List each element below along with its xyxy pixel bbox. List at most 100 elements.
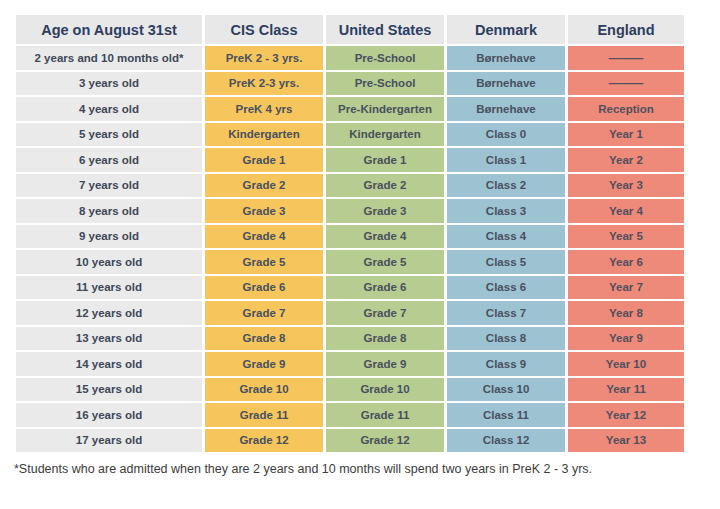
denmark-cell: Class 12 xyxy=(447,429,565,453)
england-cell: Year 4 xyxy=(568,199,684,223)
age-cell: 11 years old xyxy=(16,276,202,300)
column-header-united-states: United States xyxy=(326,15,444,44)
column-header-england: England xyxy=(568,15,684,44)
page: Age on August 31st CIS Class United Stat… xyxy=(0,0,720,509)
us-cell: Grade 12 xyxy=(326,429,444,453)
england-cell: ——— xyxy=(568,72,684,96)
denmark-cell: Class 10 xyxy=(447,378,565,402)
cis-cell: Grade 5 xyxy=(205,250,323,274)
table-row: 4 years old PreK 4 yrs Pre-Kindergarten … xyxy=(16,97,684,121)
cis-cell: Grade 10 xyxy=(205,378,323,402)
table-row: 3 years old PreK 2-3 yrs. Pre-School Bør… xyxy=(16,72,684,96)
table-row: 16 years old Grade 11 Grade 11 Class 11 … xyxy=(16,403,684,427)
table-row: 2 years and 10 months old* PreK 2 - 3 yr… xyxy=(16,46,684,70)
age-cell: 8 years old xyxy=(16,199,202,223)
denmark-cell: Class 1 xyxy=(447,148,565,172)
denmark-cell: Class 4 xyxy=(447,225,565,249)
england-cell: Year 1 xyxy=(568,123,684,147)
cis-cell: Grade 6 xyxy=(205,276,323,300)
england-cell: Year 2 xyxy=(568,148,684,172)
table-row: 12 years old Grade 7 Grade 7 Class 7 Yea… xyxy=(16,301,684,325)
us-cell: Pre-Kindergarten xyxy=(326,97,444,121)
england-cell: Year 6 xyxy=(568,250,684,274)
denmark-cell: Class 2 xyxy=(447,174,565,198)
table-row: 9 years old Grade 4 Grade 4 Class 4 Year… xyxy=(16,225,684,249)
column-header-age: Age on August 31st xyxy=(16,15,202,44)
age-cell: 3 years old xyxy=(16,72,202,96)
table-row: 10 years old Grade 5 Grade 5 Class 5 Yea… xyxy=(16,250,684,274)
column-header-denmark: Denmark xyxy=(447,15,565,44)
us-cell: Grade 10 xyxy=(326,378,444,402)
england-cell: Year 9 xyxy=(568,327,684,351)
table-row: 13 years old Grade 8 Grade 8 Class 8 Yea… xyxy=(16,327,684,351)
age-cell: 14 years old xyxy=(16,352,202,376)
us-cell: Grade 2 xyxy=(326,174,444,198)
denmark-cell: Class 8 xyxy=(447,327,565,351)
age-cell: 9 years old xyxy=(16,225,202,249)
england-cell: Year 13 xyxy=(568,429,684,453)
england-cell: Year 7 xyxy=(568,276,684,300)
england-cell: Year 5 xyxy=(568,225,684,249)
denmark-cell: Class 9 xyxy=(447,352,565,376)
cis-cell: Grade 9 xyxy=(205,352,323,376)
england-cell: Year 10 xyxy=(568,352,684,376)
age-cell: 16 years old xyxy=(16,403,202,427)
cis-cell: PreK 2 - 3 yrs. xyxy=(205,46,323,70)
age-cell: 10 years old xyxy=(16,250,202,274)
cis-cell: Grade 2 xyxy=(205,174,323,198)
cis-cell: Grade 11 xyxy=(205,403,323,427)
table-row: 11 years old Grade 6 Grade 6 Class 6 Yea… xyxy=(16,276,684,300)
us-cell: Grade 4 xyxy=(326,225,444,249)
england-cell: Year 11 xyxy=(568,378,684,402)
table-row: 7 years old Grade 2 Grade 2 Class 2 Year… xyxy=(16,174,684,198)
us-cell: Grade 11 xyxy=(326,403,444,427)
us-cell: Grade 7 xyxy=(326,301,444,325)
cis-cell: Grade 12 xyxy=(205,429,323,453)
cis-cell: PreK 2-3 yrs. xyxy=(205,72,323,96)
age-cell: 4 years old xyxy=(16,97,202,121)
us-cell: Grade 6 xyxy=(326,276,444,300)
denmark-cell: Class 0 xyxy=(447,123,565,147)
us-cell: Grade 8 xyxy=(326,327,444,351)
us-cell: Kindergarten xyxy=(326,123,444,147)
cis-cell: Kindergarten xyxy=(205,123,323,147)
denmark-cell: Class 7 xyxy=(447,301,565,325)
cis-cell: Grade 4 xyxy=(205,225,323,249)
age-cell: 13 years old xyxy=(16,327,202,351)
us-cell: Grade 3 xyxy=(326,199,444,223)
age-cell: 5 years old xyxy=(16,123,202,147)
age-cell: 15 years old xyxy=(16,378,202,402)
us-cell: Grade 5 xyxy=(326,250,444,274)
grade-comparison-table: Age on August 31st CIS Class United Stat… xyxy=(13,13,687,454)
column-header-cis: CIS Class xyxy=(205,15,323,44)
england-cell: Reception xyxy=(568,97,684,121)
age-cell: 7 years old xyxy=(16,174,202,198)
england-cell: Year 3 xyxy=(568,174,684,198)
header-row: Age on August 31st CIS Class United Stat… xyxy=(16,15,684,44)
age-cell: 12 years old xyxy=(16,301,202,325)
table-row: 15 years old Grade 10 Grade 10 Class 10 … xyxy=(16,378,684,402)
denmark-cell: Class 3 xyxy=(447,199,565,223)
us-cell: Pre-School xyxy=(326,72,444,96)
denmark-cell: Børnehave xyxy=(447,46,565,70)
england-cell: Year 8 xyxy=(568,301,684,325)
table-row: 17 years old Grade 12 Grade 12 Class 12 … xyxy=(16,429,684,453)
footnote: *Students who are admitted when they are… xyxy=(14,462,592,476)
cis-cell: Grade 1 xyxy=(205,148,323,172)
denmark-cell: Børnehave xyxy=(447,97,565,121)
table-row: 8 years old Grade 3 Grade 3 Class 3 Year… xyxy=(16,199,684,223)
england-cell: Year 12 xyxy=(568,403,684,427)
table-row: 6 years old Grade 1 Grade 1 Class 1 Year… xyxy=(16,148,684,172)
table-row: 14 years old Grade 9 Grade 9 Class 9 Yea… xyxy=(16,352,684,376)
england-cell: ——— xyxy=(568,46,684,70)
age-cell: 17 years old xyxy=(16,429,202,453)
table-row: 5 years old Kindergarten Kindergarten Cl… xyxy=(16,123,684,147)
us-cell: Grade 9 xyxy=(326,352,444,376)
denmark-cell: Class 5 xyxy=(447,250,565,274)
us-cell: Grade 1 xyxy=(326,148,444,172)
cis-cell: PreK 4 yrs xyxy=(205,97,323,121)
age-cell: 2 years and 10 months old* xyxy=(16,46,202,70)
cis-cell: Grade 3 xyxy=(205,199,323,223)
us-cell: Pre-School xyxy=(326,46,444,70)
age-cell: 6 years old xyxy=(16,148,202,172)
